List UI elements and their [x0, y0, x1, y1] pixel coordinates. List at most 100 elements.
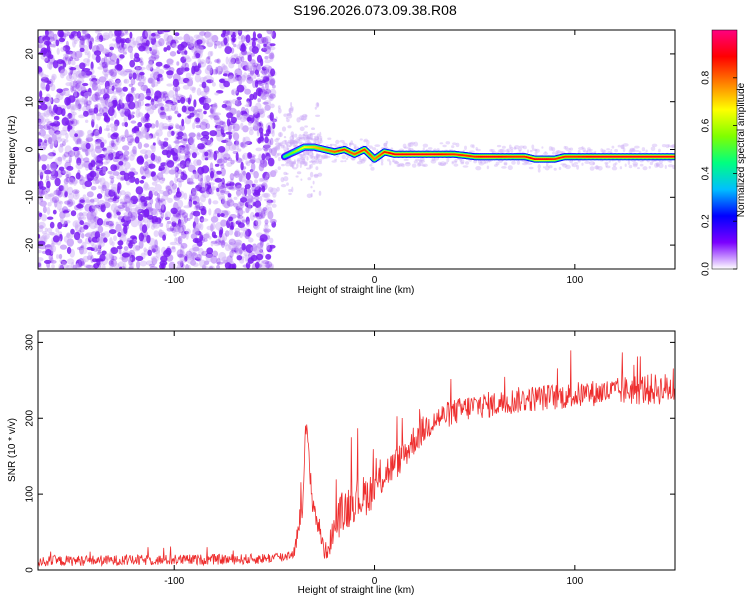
noise-point [264, 222, 268, 227]
noise-point [44, 227, 48, 232]
noise-point [152, 142, 156, 146]
noise-point [77, 130, 85, 137]
noise-point [180, 259, 187, 263]
noise-point [177, 219, 184, 228]
noise-point [225, 105, 232, 111]
noise-point [288, 145, 291, 148]
noise-point [260, 210, 266, 219]
noise-point [112, 197, 117, 202]
ridge-halo-point [289, 163, 293, 167]
noise-point [228, 56, 235, 65]
ridge-halo-point [283, 146, 289, 152]
noise-point [204, 75, 213, 80]
noise-point [177, 36, 184, 41]
noise-point [303, 152, 307, 156]
noise-point [128, 101, 136, 110]
noise-point [145, 135, 152, 140]
noise-point [53, 137, 58, 145]
ridge-halo-point [452, 142, 457, 145]
noise-point [90, 186, 97, 191]
noise-point [259, 234, 268, 242]
noise-point [94, 145, 103, 154]
noise-point [66, 238, 75, 247]
noise-point [119, 234, 127, 243]
ridge-halo-point [497, 149, 504, 153]
noise-point [83, 224, 89, 230]
noise-point [38, 180, 44, 190]
noise-point [96, 218, 104, 226]
noise-point [236, 57, 240, 62]
noise-point [81, 163, 87, 168]
noise-point [111, 255, 118, 261]
noise-point [151, 75, 156, 85]
noise-point [198, 97, 206, 103]
noise-point [271, 122, 276, 129]
noise-point [174, 110, 179, 115]
noise-point [135, 109, 141, 118]
noise-point [296, 117, 301, 123]
noise-point [74, 133, 78, 138]
ridge-halo-point [342, 141, 346, 144]
noise-point [253, 171, 259, 179]
noise-point [186, 41, 191, 46]
noise-point [165, 102, 173, 108]
noise-point [128, 72, 133, 77]
noise-point [137, 121, 143, 128]
ridge-halo-point [632, 163, 638, 168]
noise-point [292, 167, 298, 170]
noise-point [101, 47, 108, 55]
noise-point [109, 140, 115, 146]
noise-point [261, 153, 266, 161]
noise-point [280, 184, 287, 188]
noise-point [299, 162, 302, 169]
noise-point [270, 137, 274, 146]
noise-point [235, 184, 243, 192]
noise-point [154, 90, 162, 100]
ridge-halo-point [419, 156, 425, 162]
noise-point [264, 136, 269, 144]
noise-point [237, 30, 243, 36]
noise-point [317, 172, 323, 177]
noise-point [74, 50, 83, 59]
noise-point [121, 252, 130, 258]
noise-point [157, 68, 165, 75]
noise-point [235, 204, 243, 212]
noise-point [175, 169, 179, 178]
noise-point [128, 240, 136, 247]
noise-point [182, 133, 188, 142]
noise-point [207, 56, 211, 60]
noise-point [235, 246, 241, 256]
noise-point [236, 44, 242, 50]
noise-point [209, 162, 214, 171]
ridge-halo-point [478, 162, 485, 166]
noise-point [158, 167, 163, 172]
noise-point [175, 213, 182, 219]
noise-point [107, 80, 113, 88]
noise-point [229, 221, 236, 228]
noise-point [56, 91, 64, 101]
noise-point [192, 228, 199, 236]
noise-point [171, 183, 177, 190]
noise-point [79, 220, 84, 226]
ridge-halo-point [300, 153, 307, 159]
noise-point [283, 171, 288, 176]
noise-point [292, 144, 297, 148]
ridge-halo-point [411, 163, 417, 168]
noise-point [254, 120, 259, 126]
noise-point [236, 110, 242, 117]
noise-point [130, 149, 138, 157]
ridge-halo-point [555, 150, 562, 154]
noise-point [150, 36, 157, 46]
noise-point [281, 144, 285, 149]
noise-point [122, 46, 128, 53]
noise-point [288, 192, 292, 196]
noise-point [282, 144, 286, 148]
noise-point [157, 97, 163, 106]
noise-point [187, 39, 194, 48]
noise-point [79, 245, 84, 255]
noise-point [38, 142, 42, 147]
noise-point [271, 221, 277, 228]
noise-point [74, 57, 80, 62]
noise-point [137, 132, 143, 139]
noise-point [53, 115, 60, 121]
